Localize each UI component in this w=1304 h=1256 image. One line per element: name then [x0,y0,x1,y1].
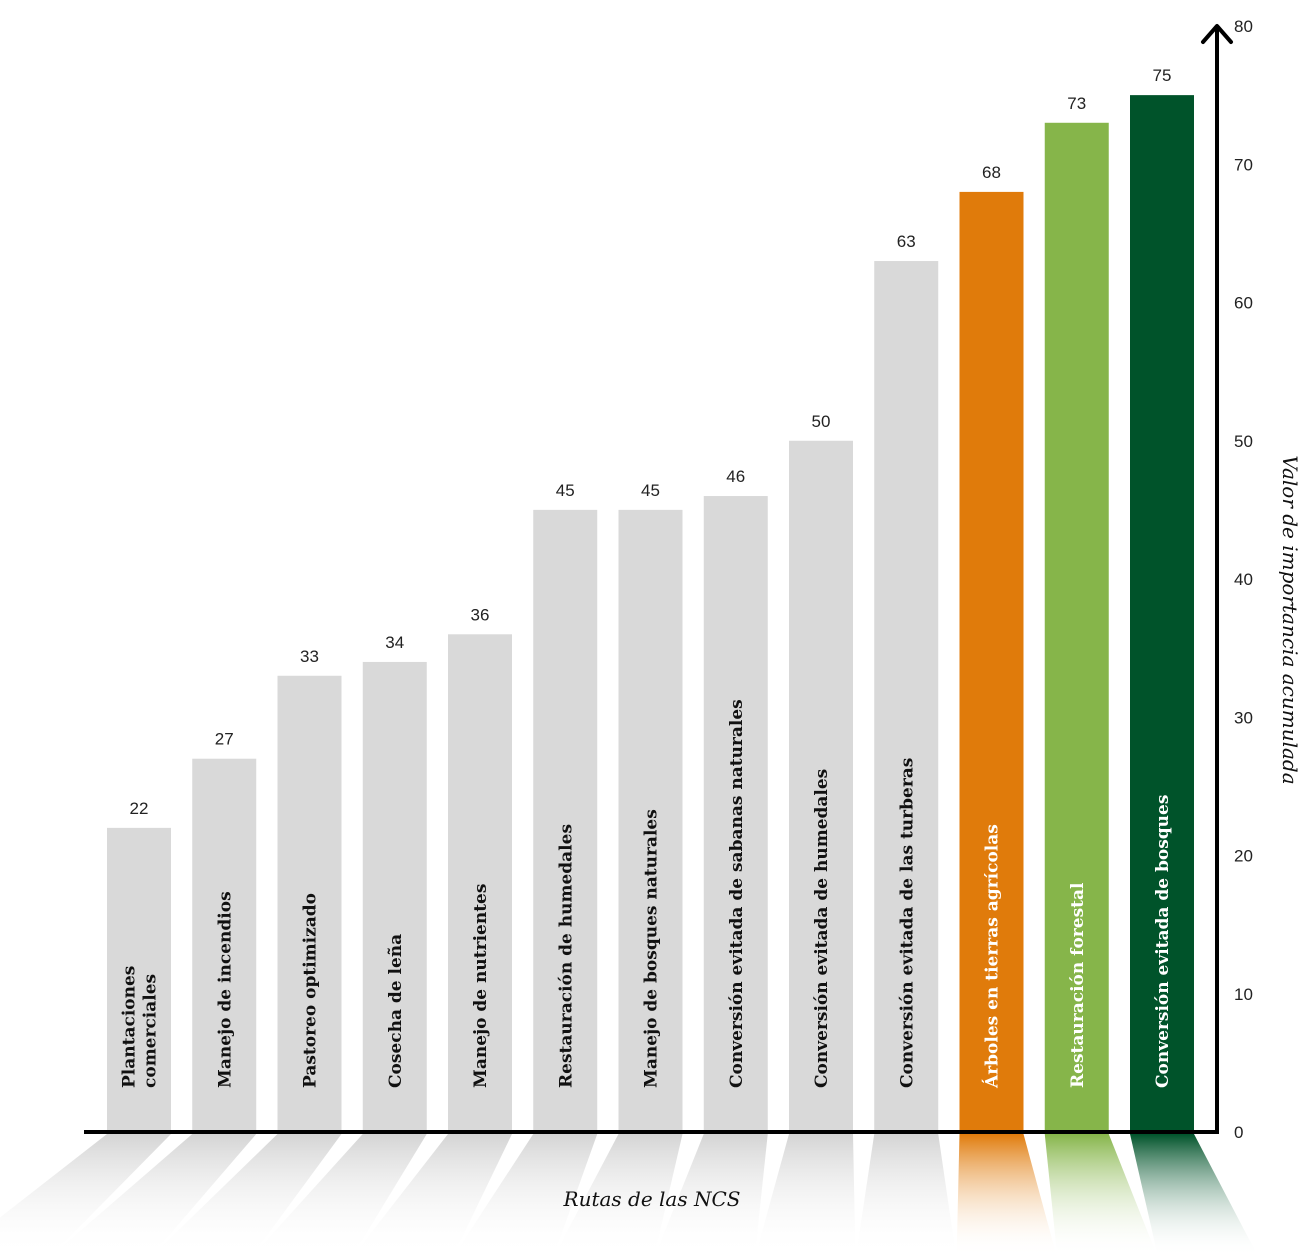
bar [1044,122,1109,1132]
bar-category-label: Manejo de nutrientes [471,884,491,1088]
bar-value-label: 50 [812,412,831,431]
bar-floor-shadow [1130,1134,1258,1256]
bar-floor-shadow [956,1134,1057,1256]
bar-value-label: 36 [471,605,490,624]
bar-value-label: 73 [1067,94,1086,113]
bar [959,191,1024,1132]
y-tick-label: 0 [1234,1123,1243,1142]
bar-floor-shadow [856,1134,957,1256]
bar-category-label: Plantacionescomerciales [120,966,161,1088]
y-axis-arrowhead [1201,24,1233,44]
bar-category-label: Restauración de humedales [556,824,576,1088]
bar [533,509,598,1132]
bar-floor-shadow [554,1134,683,1256]
bar-floor-shadow [51,1134,257,1256]
y-tick-label: 70 [1234,155,1253,174]
bar-category-label: Árboles en tierras agrícolas [982,824,1003,1089]
bar-category-label: Pastoreo optimizado [301,893,321,1088]
bar-value-label: 27 [215,730,234,749]
bar-value-label: 75 [1153,66,1172,85]
y-tick-label: 80 [1234,17,1253,36]
bar-floor-shadow [0,1134,171,1256]
bar-value-label: 46 [726,467,745,486]
bar-category-label: Manejo de bosques naturales [642,809,662,1088]
bar-floor-shadow [151,1134,342,1256]
bar-category-label: Restauración forestal [1068,882,1088,1088]
floor-shadows [0,1134,1258,1256]
bar-category-label: Cosecha de leña [386,934,406,1088]
y-tick-label: 40 [1234,570,1253,589]
bar-category-label: Conversión evitada de bosques [1153,795,1173,1088]
axes-group [84,24,1233,1134]
bar-floor-shadow [755,1134,856,1256]
y-tick-label: 50 [1234,432,1253,451]
bar-value-label: 33 [300,647,319,666]
bar-floor-shadow [453,1134,598,1256]
bar [362,661,427,1132]
y-tick-label: 20 [1234,847,1253,866]
bar [277,675,342,1132]
bar-floor-shadow [353,1134,512,1256]
bar-category-label: Conversión evitada de sabanas naturales [727,699,747,1088]
bar [1130,95,1194,1132]
y-axis-title: Valor de importancia acumulada [1278,455,1302,784]
bar-category-label: Manejo de incendios [215,891,235,1088]
bar [192,758,257,1132]
bar-value-label: 63 [897,232,916,251]
bar [703,496,768,1132]
bar [448,634,512,1132]
bar-category-label: Conversión evitada de las turberas [897,758,917,1088]
bars-group: 22 Plantacionescomerciales 27 Manejo de inc… [107,66,1194,1132]
bar-floor-shadow [1044,1134,1158,1256]
bar [789,440,853,1132]
bar [874,261,939,1132]
bar-value-label: 45 [556,481,575,500]
y-tick-label: 30 [1234,708,1253,727]
bar [618,509,683,1132]
bar-value-label: 45 [641,481,660,500]
bar-floor-shadow [654,1134,768,1256]
bar-category-label: Conversión evitada de humedales [812,769,832,1088]
y-tick-label: 60 [1234,294,1253,313]
bar [107,827,171,1132]
bar-floor-shadow [252,1134,427,1256]
y-tick-label: 10 [1234,985,1253,1004]
bar-value-label: 22 [130,799,149,818]
bar-value-label: 34 [385,633,404,652]
bar-value-label: 68 [982,163,1001,182]
x-axis-title: Rutas de las NCS [563,1187,741,1211]
y-ticks-group: 0 10 20 30 40 50 60 70 80 [1234,17,1253,1142]
